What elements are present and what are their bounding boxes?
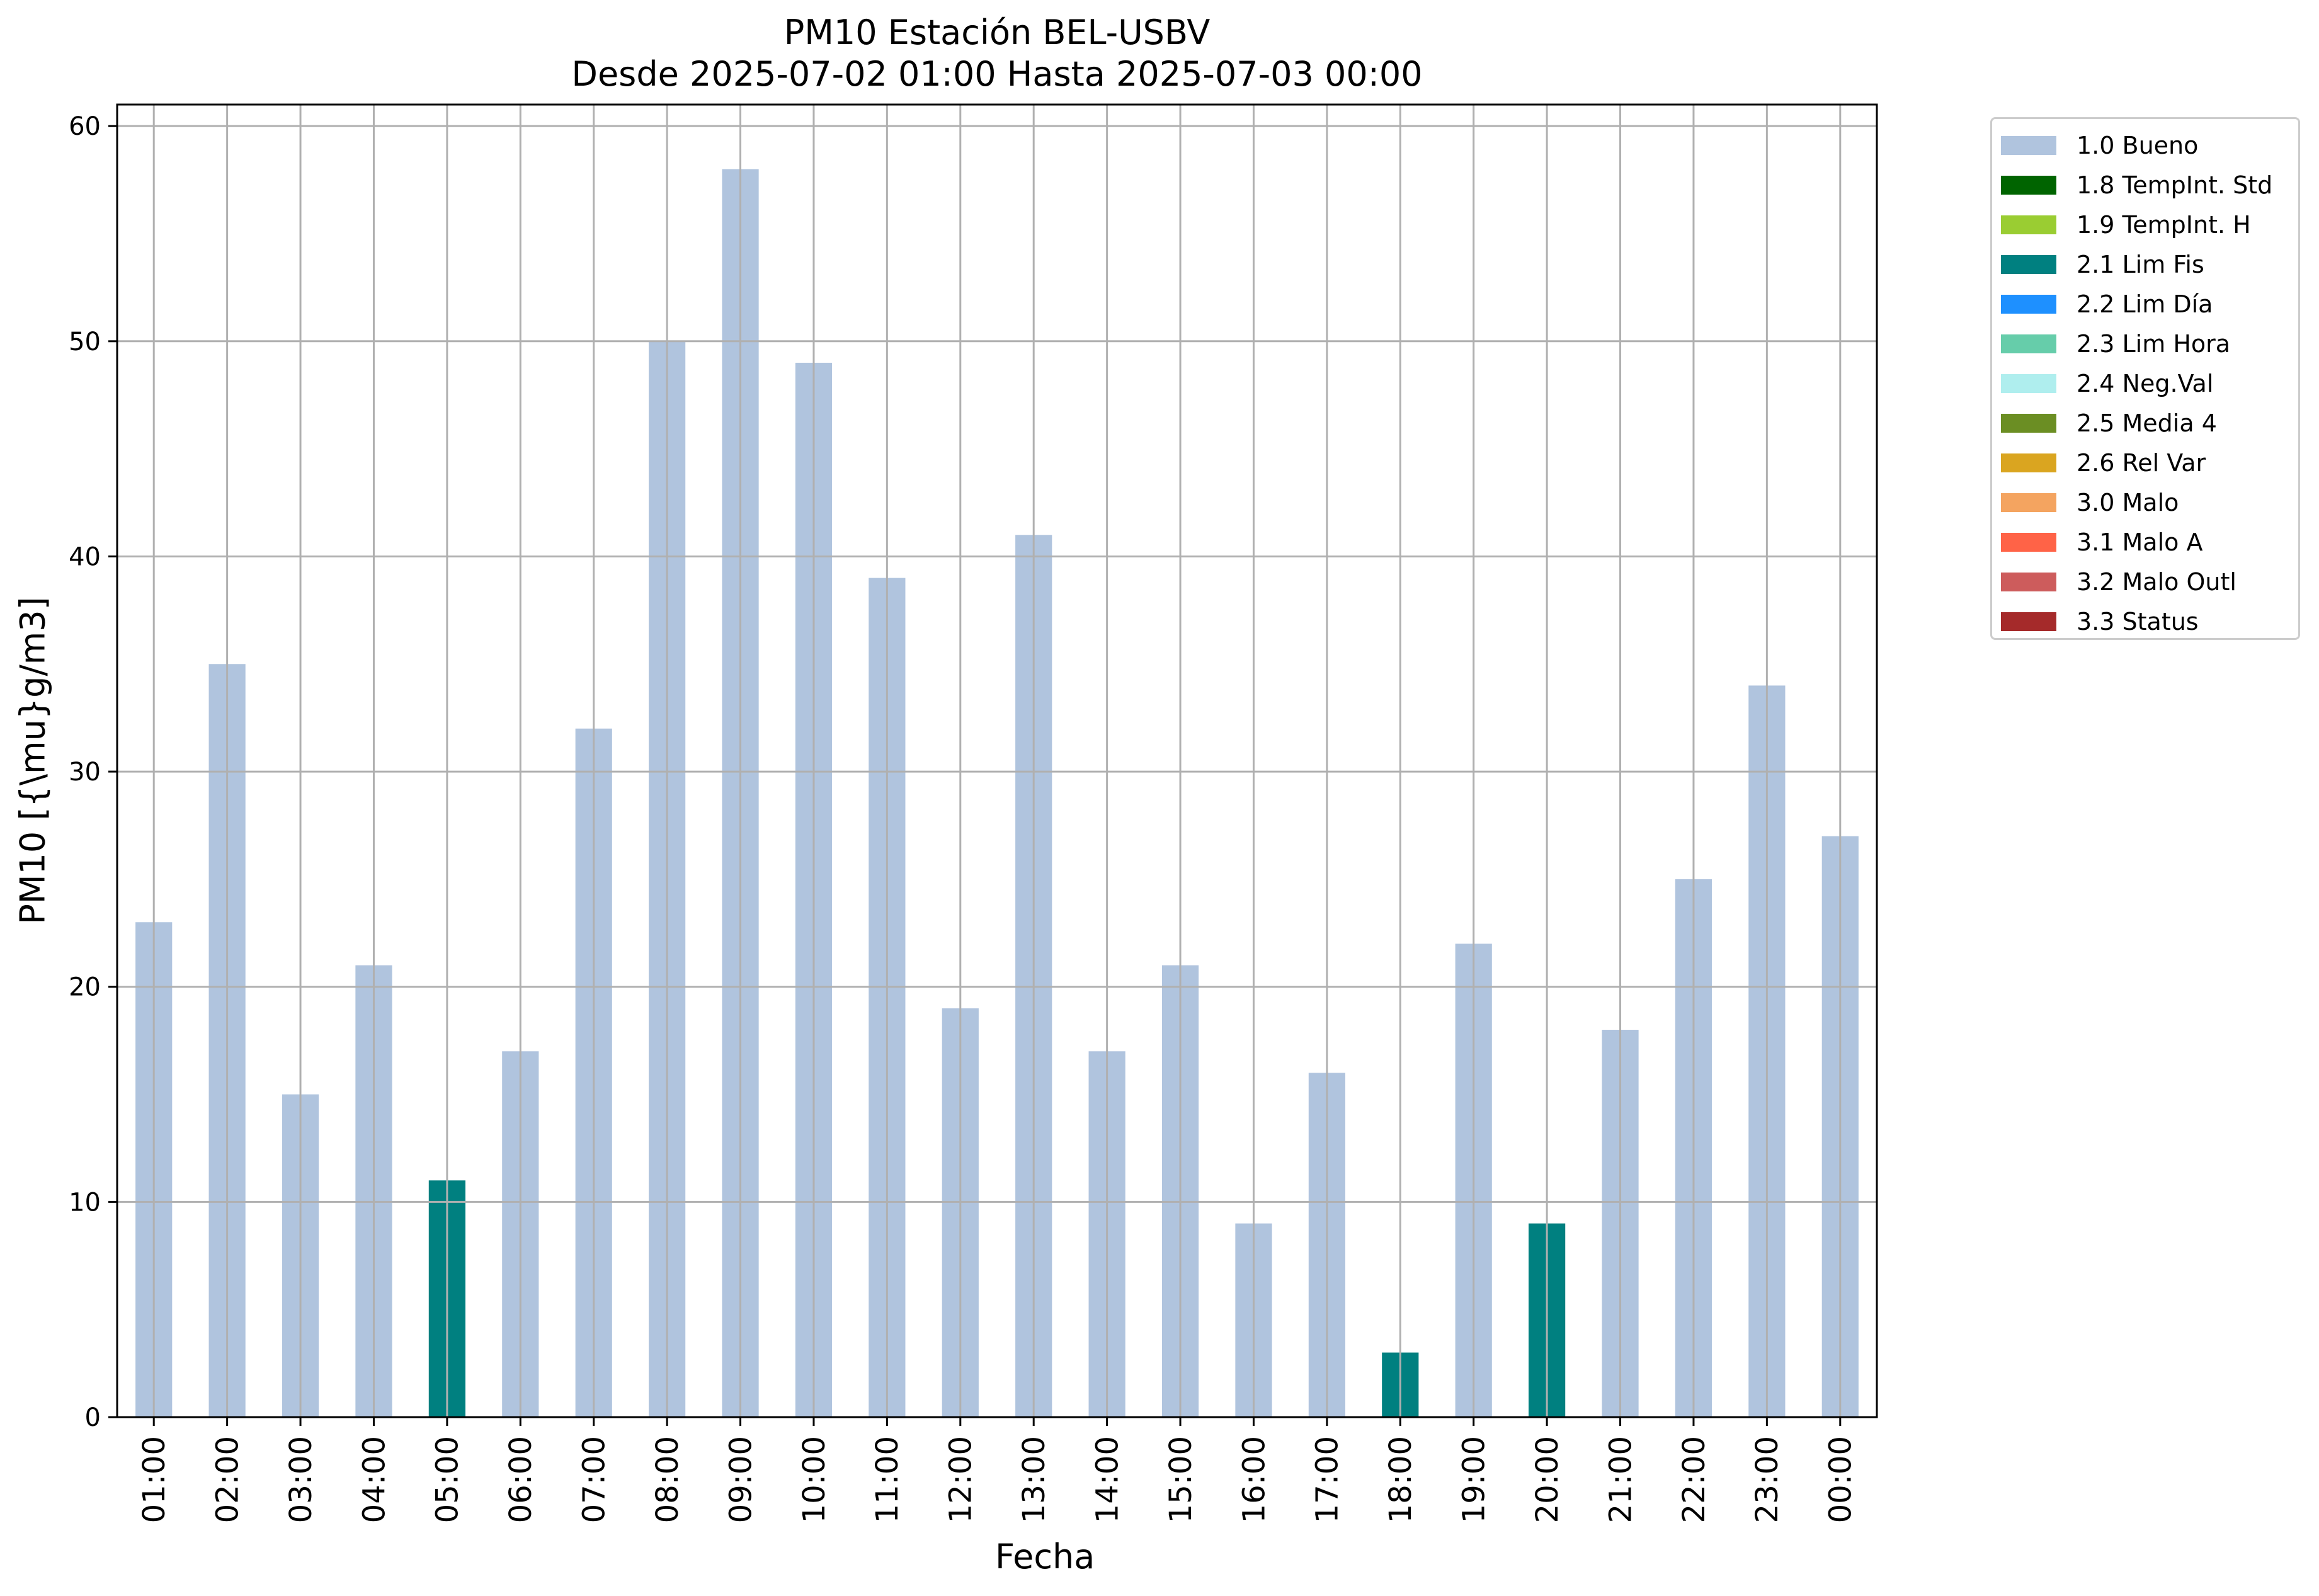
y-tick-label: 0 bbox=[85, 1403, 101, 1432]
legend-item: 2.6 Rel Var bbox=[2001, 444, 2206, 482]
x-tick-label: 20:00 bbox=[1530, 1436, 1565, 1523]
legend-item: 2.4 Neg.Val bbox=[2001, 365, 2213, 402]
x-tick-label: 05:00 bbox=[430, 1436, 465, 1523]
legend-item: 1.9 TempInt. H bbox=[2001, 206, 2251, 244]
legend-label: 3.3 Status bbox=[2077, 608, 2199, 636]
legend-label: 2.5 Media 4 bbox=[2077, 409, 2217, 437]
x-tick-label: 09:00 bbox=[723, 1436, 758, 1523]
legend-item: 3.2 Malo Outl bbox=[2001, 563, 2236, 601]
x-tick-label: 08:00 bbox=[650, 1436, 685, 1523]
x-tick-label: 06:00 bbox=[503, 1436, 538, 1523]
y-tick-label: 10 bbox=[69, 1188, 101, 1217]
legend-item: 1.8 TempInt. Std bbox=[2001, 166, 2272, 204]
legend-item: 2.3 Lim Hora bbox=[2001, 325, 2230, 363]
y-axis-label: PM10 [{\mu}g/m3] bbox=[13, 596, 53, 925]
legend-item: 2.1 Lim Fis bbox=[2001, 246, 2204, 283]
legend-swatch bbox=[2001, 533, 2056, 552]
legend-swatch bbox=[2001, 295, 2056, 314]
x-tick-label: 17:00 bbox=[1310, 1436, 1345, 1523]
legend-item: 1.0 Bueno bbox=[2001, 127, 2198, 164]
legend-swatch bbox=[2001, 334, 2056, 353]
legend-label: 1.8 TempInt. Std bbox=[2077, 171, 2273, 199]
legend-label: 1.9 TempInt. H bbox=[2077, 211, 2251, 239]
legend-swatch bbox=[2001, 573, 2056, 591]
legend-item: 3.3 Status bbox=[2001, 603, 2199, 641]
x-tick-label: 16:00 bbox=[1236, 1436, 1272, 1523]
legend-label: 2.3 Lim Hora bbox=[2077, 330, 2231, 358]
chart-title: PM10 Estación BEL-USBV bbox=[783, 13, 1211, 52]
x-tick-label: 00:00 bbox=[1823, 1436, 1859, 1523]
x-tick-label: 14:00 bbox=[1090, 1436, 1125, 1523]
x-tick-label: 18:00 bbox=[1383, 1436, 1418, 1523]
legend-swatch bbox=[2001, 176, 2056, 195]
y-tick-label: 20 bbox=[69, 973, 101, 1002]
legend-swatch bbox=[2001, 255, 2056, 274]
legend-label: 1.0 Bueno bbox=[2077, 132, 2199, 159]
x-tick-label: 12:00 bbox=[943, 1436, 979, 1523]
legend-label: 3.0 Malo bbox=[2077, 489, 2179, 516]
x-axis-label: Fecha bbox=[995, 1537, 1095, 1576]
legend-swatch bbox=[2001, 453, 2056, 472]
legend-item: 3.0 Malo bbox=[2001, 484, 2179, 522]
x-tick-label: 04:00 bbox=[356, 1436, 392, 1523]
chart-legend: 1.0 Bueno 1.8 TempInt. Std 1.9 TempInt. H 2… bbox=[1990, 117, 2300, 640]
x-tick-label: 21:00 bbox=[1603, 1436, 1638, 1523]
x-tick-label: 23:00 bbox=[1750, 1436, 1785, 1523]
legend-item: 2.5 Media 4 bbox=[2001, 404, 2217, 442]
legend-swatch bbox=[2001, 612, 2056, 631]
x-tick-label: 10:00 bbox=[797, 1436, 832, 1523]
x-tick-label: 22:00 bbox=[1677, 1436, 1712, 1523]
x-tick-label: 02:00 bbox=[210, 1436, 245, 1523]
x-tick-label: 15:00 bbox=[1163, 1436, 1199, 1523]
x-tick-label: 19:00 bbox=[1457, 1436, 1492, 1523]
legend-swatch bbox=[2001, 136, 2056, 155]
legend-swatch bbox=[2001, 414, 2056, 433]
legend-label: 3.2 Malo Outl bbox=[2077, 568, 2236, 596]
legend-swatch bbox=[2001, 215, 2056, 234]
legend-label: 2.2 Lim Día bbox=[2077, 290, 2213, 318]
legend-label: 2.1 Lim Fis bbox=[2077, 251, 2204, 278]
legend-label: 3.1 Malo A bbox=[2077, 528, 2203, 556]
x-tick-label: 13:00 bbox=[1017, 1436, 1052, 1523]
legend-label: 2.4 Neg.Val bbox=[2077, 370, 2214, 397]
legend-label: 2.6 Rel Var bbox=[2077, 449, 2206, 477]
legend-swatch bbox=[2001, 493, 2056, 512]
y-tick-label: 30 bbox=[69, 758, 101, 787]
x-tick-label: 11:00 bbox=[870, 1436, 905, 1523]
x-tick-label: 03:00 bbox=[283, 1436, 319, 1523]
legend-swatch bbox=[2001, 374, 2056, 393]
legend-item: 2.2 Lim Día bbox=[2001, 285, 2213, 323]
plot-frame bbox=[116, 103, 1878, 1418]
chart-subtitle: Desde 2025-07-02 01:00 Hasta 2025-07-03 … bbox=[571, 54, 1423, 94]
y-tick-label: 50 bbox=[69, 328, 101, 356]
y-tick-label: 60 bbox=[69, 112, 101, 141]
x-tick-label: 01:00 bbox=[137, 1436, 172, 1523]
x-tick-label: 07:00 bbox=[577, 1436, 612, 1523]
y-tick-label: 40 bbox=[69, 542, 101, 571]
legend-item: 3.1 Malo A bbox=[2001, 523, 2202, 561]
